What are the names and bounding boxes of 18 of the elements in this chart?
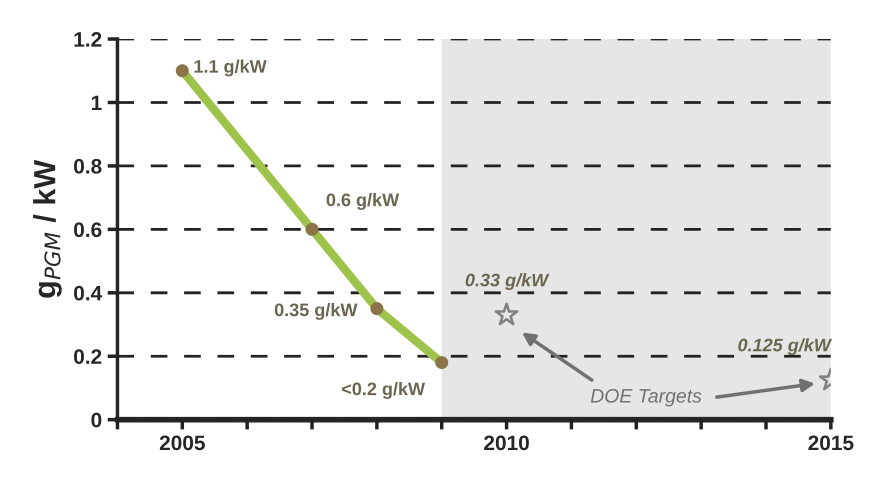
y-axis-title: g$_{PGM}$ / kW bbox=[33, 160, 62, 298]
data-label: 0.6 g/kW bbox=[326, 193, 400, 210]
data-label: 1.1 g/kW bbox=[194, 60, 267, 76]
data-label: <0.2 g/kW bbox=[342, 382, 426, 399]
x-tick-label: 2015 bbox=[808, 436, 854, 450]
data-label: 0.35 g/kW bbox=[274, 302, 358, 320]
y-tick-label: 1.2 bbox=[74, 32, 102, 47]
y-tick-label: 0.4 bbox=[74, 286, 102, 301]
y-tick-label: 0.2 bbox=[74, 349, 102, 364]
x-tick-label: 2005 bbox=[160, 436, 205, 450]
y-tick-label: 0.8 bbox=[74, 158, 102, 174]
data-label: 0.125 g/kW bbox=[738, 338, 832, 356]
annotation: DOE Targets bbox=[590, 388, 702, 407]
y-tick-label: 0 bbox=[91, 412, 102, 428]
x-tick-label: 2010 bbox=[484, 436, 529, 450]
data-label: 0.33 g/kW bbox=[466, 273, 550, 290]
y-tick-label: 0.6 bbox=[74, 222, 102, 238]
y-tick-label: 1 bbox=[92, 96, 102, 110]
